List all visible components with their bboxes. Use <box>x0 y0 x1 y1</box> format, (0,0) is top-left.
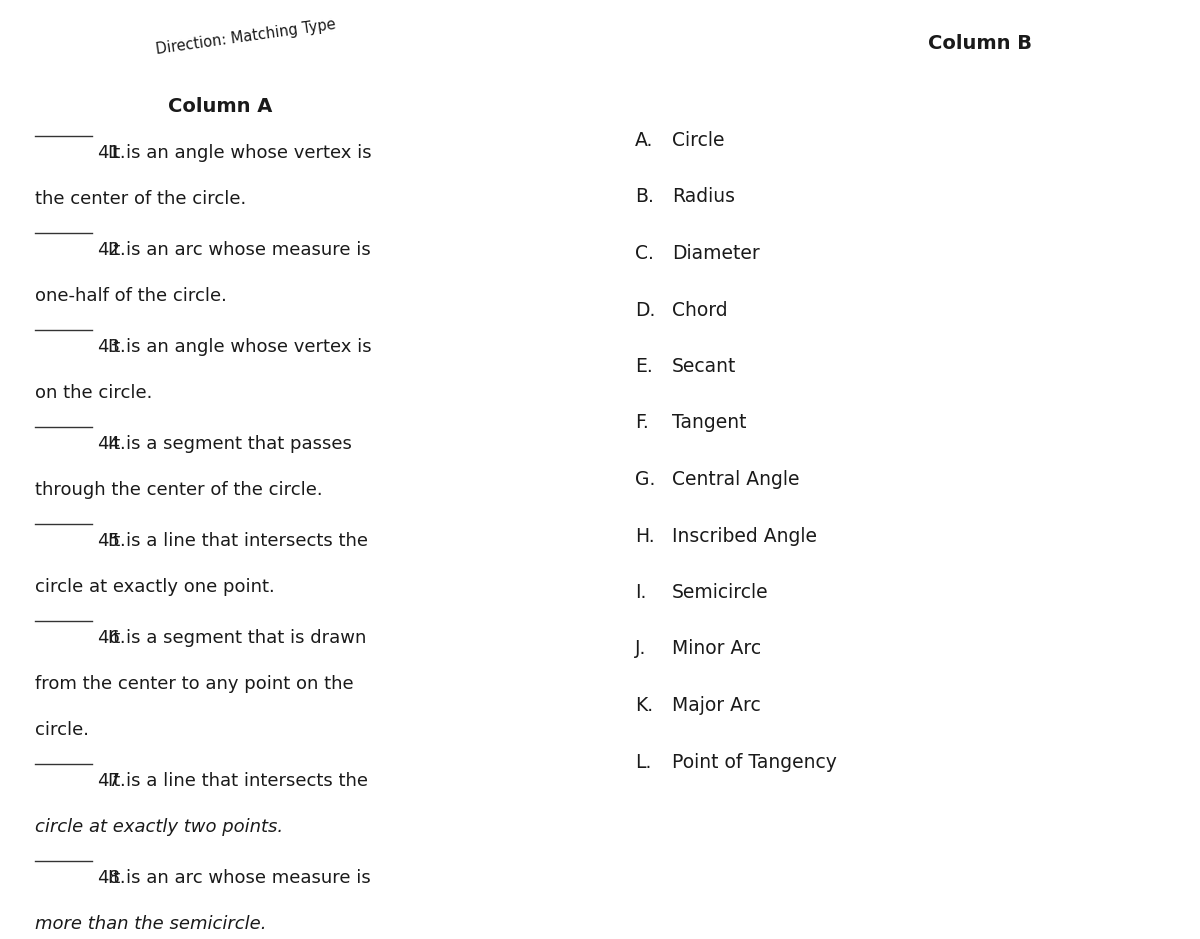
Text: Radius: Radius <box>672 188 734 207</box>
Text: Central Angle: Central Angle <box>672 470 799 489</box>
Text: J.: J. <box>635 639 647 658</box>
Text: It is an arc whose measure is: It is an arc whose measure is <box>108 869 371 887</box>
Text: Point of Tangency: Point of Tangency <box>672 752 836 772</box>
Text: circle at exactly one point.: circle at exactly one point. <box>35 578 275 596</box>
Text: Column A: Column A <box>168 97 272 116</box>
Text: G.: G. <box>635 470 655 489</box>
Text: Circle: Circle <box>672 131 725 150</box>
Text: It is a segment that passes: It is a segment that passes <box>108 435 352 453</box>
Text: D.: D. <box>635 300 655 319</box>
Text: 41.: 41. <box>97 144 126 162</box>
Text: Semicircle: Semicircle <box>672 583 769 602</box>
Text: from the center to any point on the: from the center to any point on the <box>35 675 354 693</box>
Text: Secant: Secant <box>672 357 737 376</box>
Text: It is an angle whose vertex is: It is an angle whose vertex is <box>108 144 372 162</box>
Text: Minor Arc: Minor Arc <box>672 639 761 658</box>
Text: Diameter: Diameter <box>672 244 760 263</box>
Text: It is a line that intersects the: It is a line that intersects the <box>108 772 368 790</box>
Text: 46.: 46. <box>97 629 126 647</box>
Text: H.: H. <box>635 527 655 546</box>
Text: circle.: circle. <box>35 721 89 739</box>
Text: K.: K. <box>635 696 653 715</box>
Text: through the center of the circle.: through the center of the circle. <box>35 481 323 499</box>
Text: It is a segment that is drawn: It is a segment that is drawn <box>108 629 366 647</box>
Text: 43.: 43. <box>97 338 126 356</box>
Text: 45.: 45. <box>97 532 126 550</box>
Text: F.: F. <box>635 413 649 433</box>
Text: B.: B. <box>635 188 654 207</box>
Text: Major Arc: Major Arc <box>672 696 761 715</box>
Text: C.: C. <box>635 244 654 263</box>
Text: E.: E. <box>635 357 653 376</box>
Text: 44.: 44. <box>97 435 126 453</box>
Text: 48.: 48. <box>97 869 126 887</box>
Text: L.: L. <box>635 752 652 772</box>
Text: on the circle.: on the circle. <box>35 384 152 402</box>
Text: circle at exactly two points.: circle at exactly two points. <box>35 818 283 836</box>
Text: It is an angle whose vertex is: It is an angle whose vertex is <box>108 338 372 356</box>
Text: It is an arc whose measure is: It is an arc whose measure is <box>108 241 371 259</box>
Text: Tangent: Tangent <box>672 413 746 433</box>
Text: It is a line that intersects the: It is a line that intersects the <box>108 532 368 550</box>
Text: more than the semicircle.: more than the semicircle. <box>35 915 266 933</box>
Text: Inscribed Angle: Inscribed Angle <box>672 527 817 546</box>
Text: one-half of the circle.: one-half of the circle. <box>35 287 227 305</box>
Text: 47.: 47. <box>97 772 126 790</box>
Text: Column B: Column B <box>928 34 1032 53</box>
Text: 42.: 42. <box>97 241 126 259</box>
Text: Direction: Matching Type: Direction: Matching Type <box>155 17 337 57</box>
Text: the center of the circle.: the center of the circle. <box>35 190 246 208</box>
Text: I.: I. <box>635 583 647 602</box>
Text: Chord: Chord <box>672 300 727 319</box>
Text: A.: A. <box>635 131 653 150</box>
